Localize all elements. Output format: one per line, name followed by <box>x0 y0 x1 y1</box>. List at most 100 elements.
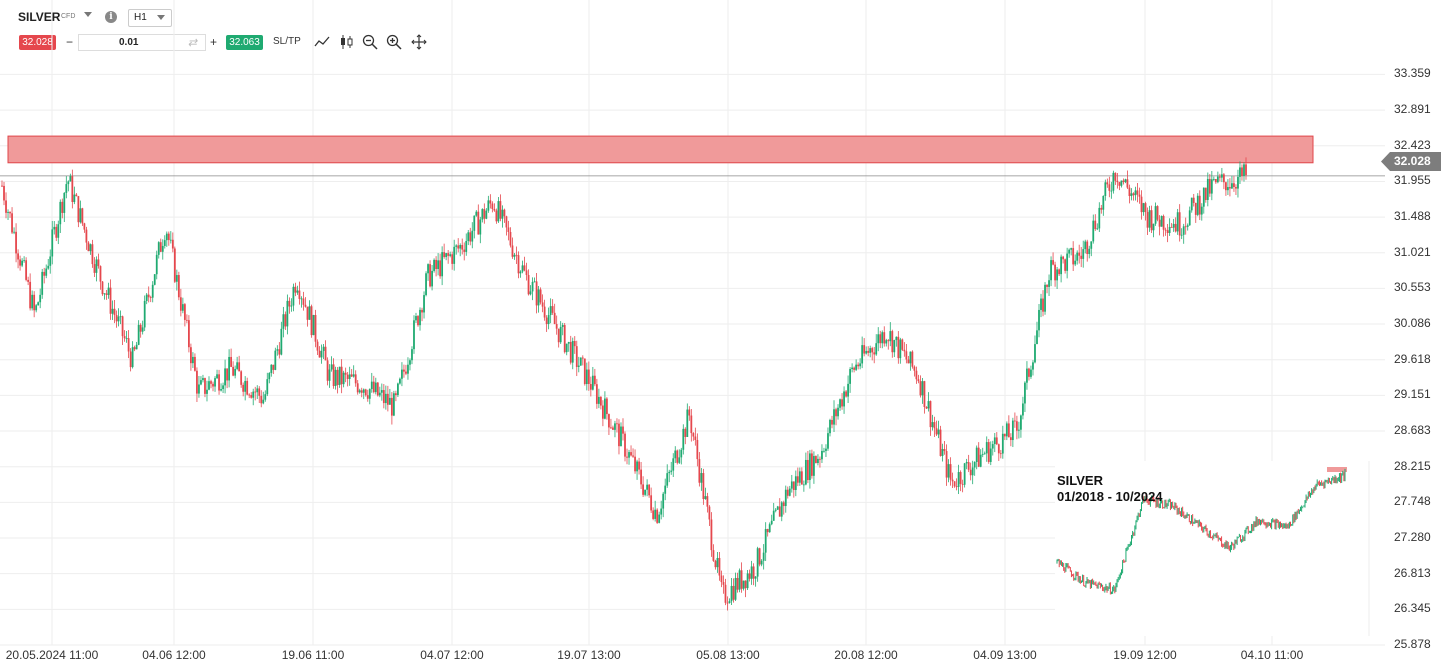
candle-body <box>437 260 440 270</box>
candle-body <box>175 275 178 282</box>
candle-body <box>242 384 245 392</box>
candle-body <box>732 585 735 600</box>
candle-body <box>652 510 655 519</box>
y-tick-label: 31.021 <box>1394 244 1431 259</box>
sltp-button[interactable]: SL/TP <box>273 36 301 47</box>
candle-body <box>537 289 540 306</box>
candle-body <box>1216 176 1219 183</box>
candle-body <box>694 436 697 440</box>
candle-body <box>943 449 946 452</box>
candle-body <box>1058 269 1060 275</box>
candle-body <box>121 316 124 337</box>
candle-body <box>947 464 950 478</box>
candle-body <box>684 428 687 437</box>
swap-icon[interactable]: ⇄ <box>187 37 197 49</box>
buy-button[interactable]: 32.063 <box>226 35 263 50</box>
candle-body <box>885 340 888 344</box>
candle-body <box>457 245 460 249</box>
candle-body <box>1062 256 1065 260</box>
candle-body <box>987 442 990 462</box>
candle-body <box>256 388 259 393</box>
candle-body <box>610 427 612 429</box>
candle-body <box>210 381 212 384</box>
candle-body <box>147 294 150 298</box>
info-icon[interactable]: i <box>105 11 117 23</box>
candle-body <box>579 357 582 366</box>
sell-button[interactable]: 32.028 <box>19 35 56 50</box>
candle-body <box>276 349 279 351</box>
x-tick-label: 04.09 13:00 <box>973 648 1037 662</box>
candle-body <box>849 369 851 384</box>
candlestick-icon[interactable] <box>338 33 356 51</box>
line-chart-icon[interactable] <box>313 33 331 51</box>
candle-body <box>670 470 673 472</box>
candle-body <box>356 383 359 393</box>
zoom-in-icon[interactable] <box>385 33 403 51</box>
candle-body <box>608 414 610 428</box>
volume-input[interactable]: 0.01 ⇄ <box>78 34 206 51</box>
candle-body <box>51 229 54 257</box>
candle-body <box>529 291 532 295</box>
candle-body <box>1098 207 1101 229</box>
candle-body <box>911 351 914 367</box>
y-tick-label: 28.215 <box>1394 458 1431 473</box>
candle-body <box>606 398 608 415</box>
candle-body <box>1044 284 1046 312</box>
candle-body <box>473 215 476 231</box>
volume-decrease-button[interactable]: − <box>65 35 73 49</box>
candle-body <box>63 192 66 213</box>
candle-body <box>69 176 72 182</box>
candle-body <box>923 381 926 408</box>
candle-body <box>1064 259 1067 271</box>
candle-body <box>813 456 815 476</box>
candle-body <box>766 529 769 533</box>
candle-body <box>75 194 78 197</box>
candle-body <box>883 332 886 344</box>
candle-body <box>129 351 132 368</box>
symbol-dropdown-icon[interactable] <box>84 12 92 17</box>
candle-body <box>1243 164 1245 176</box>
inset-title: SILVER 01/2018 - 10/2024 <box>1057 473 1163 505</box>
candle-body <box>483 209 486 219</box>
candle-body <box>1190 197 1193 211</box>
candle-body <box>1108 184 1111 191</box>
candle-body <box>772 510 775 521</box>
candle-body <box>845 391 847 397</box>
candle-body <box>190 347 192 364</box>
candle-body <box>917 379 920 382</box>
candle-body <box>222 385 224 390</box>
zoom-out-icon[interactable] <box>361 33 379 51</box>
candle-body <box>965 462 968 464</box>
candle-body <box>1231 183 1233 189</box>
x-tick-label: 04.07 12:00 <box>420 648 484 662</box>
candle-body <box>123 336 126 339</box>
candle-body <box>682 428 685 450</box>
candle-body <box>67 181 70 185</box>
candle-body <box>479 219 482 235</box>
volume-increase-button[interactable]: + <box>209 35 217 49</box>
candle-body <box>208 381 210 390</box>
candle-body <box>374 382 377 393</box>
candle-body <box>768 524 771 533</box>
move-icon[interactable] <box>410 33 428 51</box>
chevron-down-icon <box>157 15 165 20</box>
timeframe-select[interactable]: H1 <box>128 9 172 27</box>
candle-body <box>344 372 347 375</box>
candle-body <box>897 336 900 359</box>
candle-body <box>624 433 626 457</box>
candle-body <box>927 401 930 409</box>
candle-body <box>1194 202 1197 215</box>
candle-body <box>268 373 271 380</box>
candle-body <box>1070 248 1073 250</box>
candle-body <box>999 453 1002 455</box>
candle-body <box>204 378 206 394</box>
candle-body <box>704 496 707 500</box>
symbol-name[interactable]: SILVER <box>18 10 61 24</box>
candle-body <box>165 233 168 241</box>
y-tick-label: 26.813 <box>1394 565 1431 580</box>
candle-body <box>77 196 80 223</box>
candle-body <box>909 351 912 364</box>
candle-body <box>397 383 399 396</box>
candle-body <box>133 347 136 350</box>
